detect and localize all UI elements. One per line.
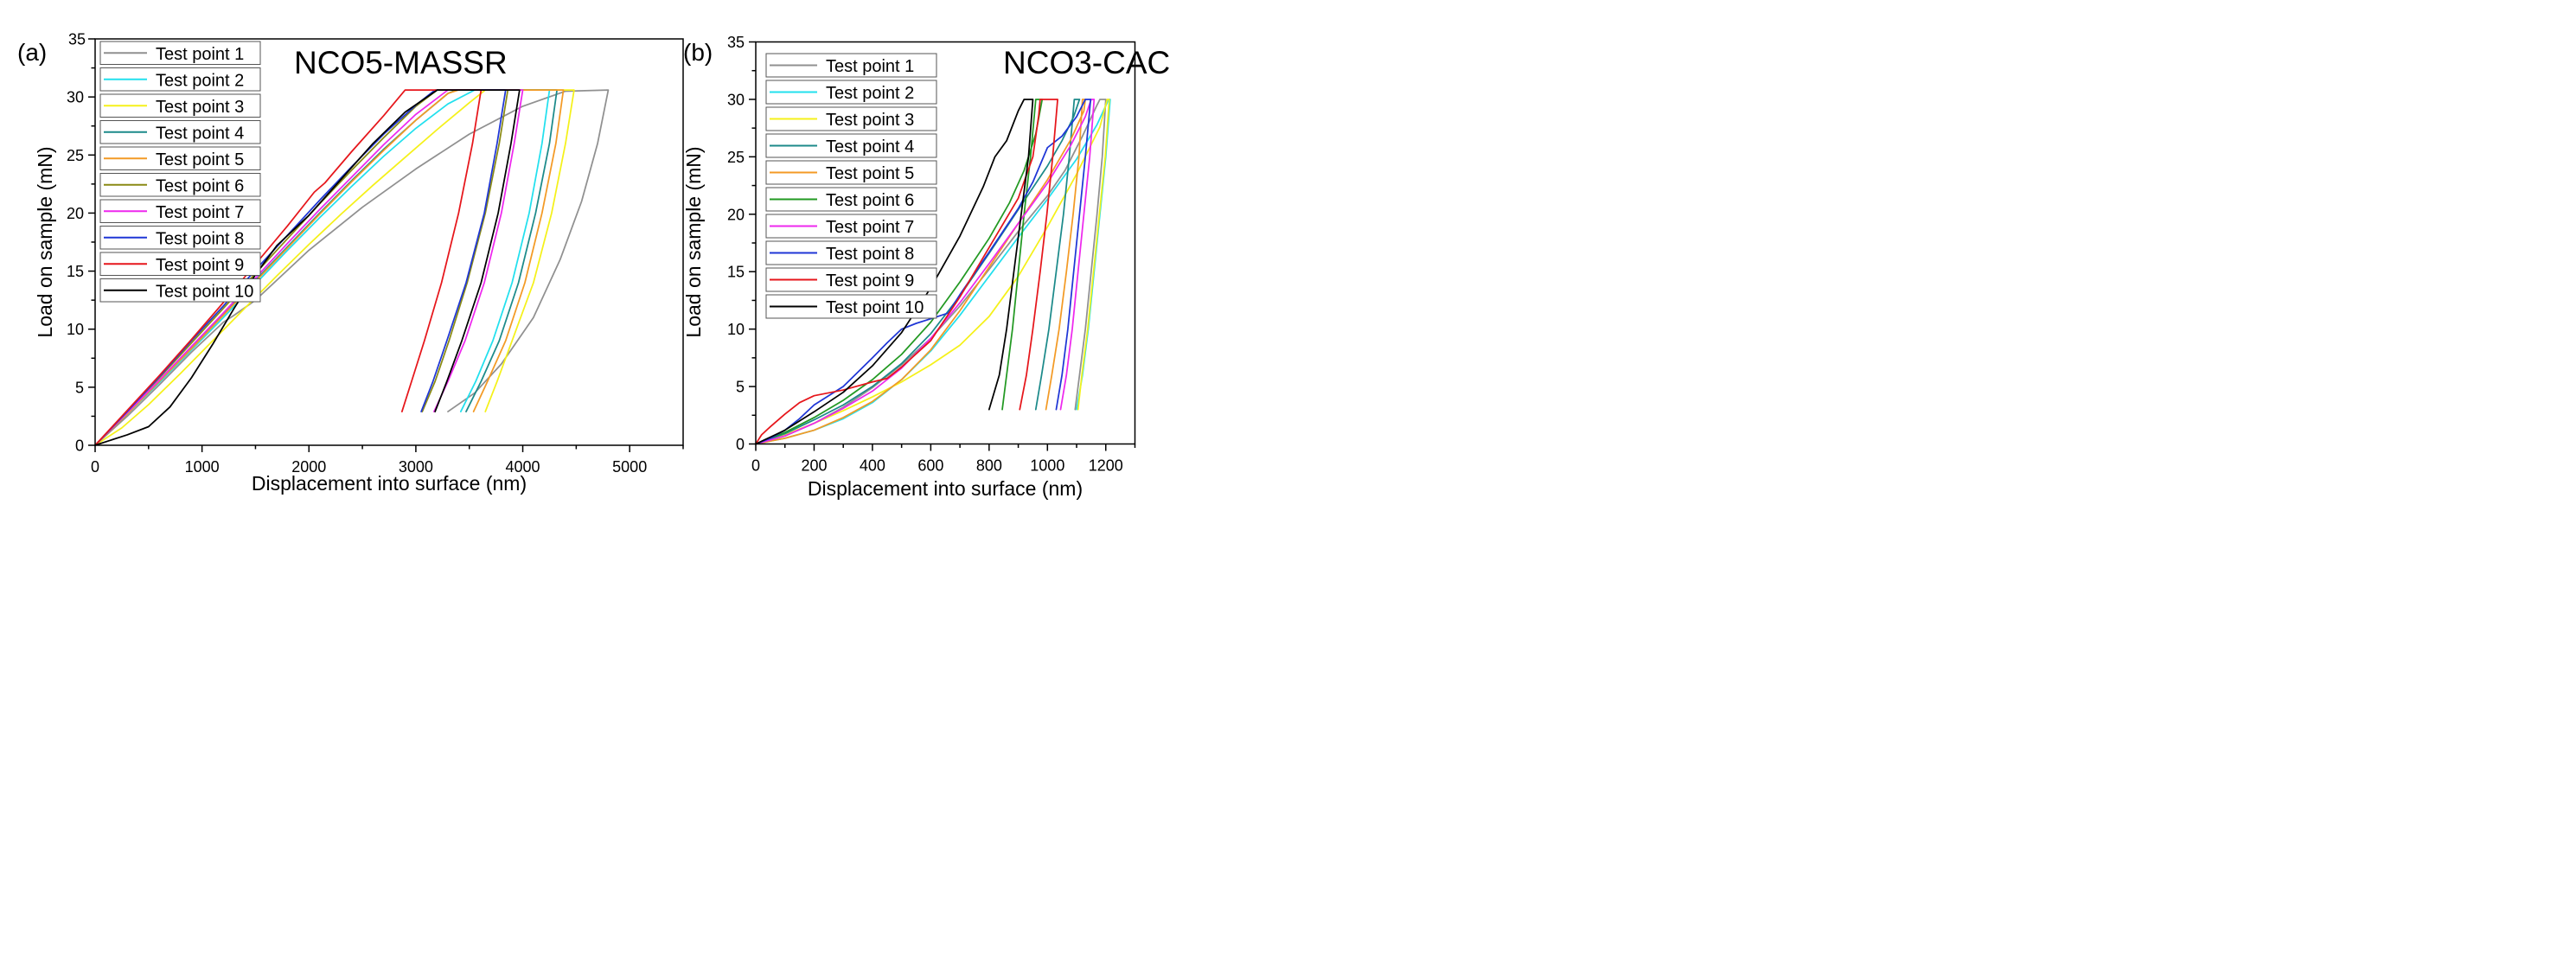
panel-a-series-line-7 bbox=[94, 89, 524, 446]
panel-a-series-line-9 bbox=[94, 89, 483, 446]
panel-a-x-tick-label-1: 1000 bbox=[185, 458, 220, 476]
panel-a-y-tick-label-0: 0 bbox=[75, 437, 84, 455]
panel-a-label: (a) bbox=[17, 39, 47, 66]
panel-b-legend-label-5: Test point 5 bbox=[826, 164, 914, 183]
panel-a-legend-label-4: Test point 4 bbox=[156, 124, 244, 143]
panel-b-x-axis-label: Displacement into surface (nm) bbox=[808, 477, 1083, 500]
panel-a-legend-label-10: Test point 10 bbox=[156, 282, 253, 301]
panel-a-x-tick-label-3: 3000 bbox=[399, 458, 433, 476]
panel-b-x-tick-label-5: 1000 bbox=[1030, 457, 1064, 475]
panel-b-y-tick-label-2: 10 bbox=[727, 321, 745, 338]
panel-b-x-tick-label-2: 400 bbox=[860, 457, 885, 475]
panel-a-legend-label-1: Test point 1 bbox=[156, 45, 244, 64]
panel-b-series-line-3 bbox=[755, 99, 1110, 445]
panel-b-legend-label-9: Test point 9 bbox=[826, 271, 914, 291]
panel-a-y-tick-label-5: 25 bbox=[67, 147, 84, 164]
panel-b-x-tick-label-4: 800 bbox=[976, 457, 1002, 475]
panel-b-legend-label-4: Test point 4 bbox=[826, 137, 914, 156]
panel-a-x-tick-label-0: 0 bbox=[91, 458, 99, 476]
panel-b-x-tick-label-0: 0 bbox=[751, 457, 760, 475]
panel-b-series-line-6 bbox=[755, 99, 1044, 445]
panel-b-y-axis-label: Load on sample (mN) bbox=[682, 146, 705, 337]
panel-a-series-line-6 bbox=[94, 89, 509, 446]
panel-b-series-line-8 bbox=[755, 99, 1092, 445]
panel-b-ticks: 0 200 400 600 800 1000 1200 0 5 10 15 20 25 30 35 bbox=[727, 34, 1136, 475]
panel-a-legend-label-6: Test point 6 bbox=[156, 176, 244, 195]
panel-a-series-line-2 bbox=[94, 89, 551, 446]
panel-b-y-tick-label-3: 15 bbox=[727, 264, 745, 281]
panel-a-x-tick-label-4: 4000 bbox=[506, 458, 540, 476]
panel-b-x-tick-label-1: 200 bbox=[801, 457, 827, 475]
panel-b-x-tick-label-3: 600 bbox=[917, 457, 943, 475]
panel-a-series-line-3 bbox=[94, 89, 575, 446]
panel-a-y-tick-label-2: 10 bbox=[67, 321, 84, 338]
panel-b-series-line-4 bbox=[755, 99, 1081, 445]
panel-b-y-tick-label-6: 30 bbox=[727, 91, 745, 108]
panel-b-title: NCO3-CAC bbox=[1003, 45, 1170, 80]
panel-b-y-tick-label-0: 0 bbox=[736, 436, 745, 453]
panel-a-y-tick-label-3: 15 bbox=[67, 263, 84, 280]
panel-a-x-tick-label-2: 2000 bbox=[291, 458, 326, 476]
panel-b-series-line-10 bbox=[755, 99, 1034, 445]
panel-a-legend-label-7: Test point 7 bbox=[156, 203, 244, 222]
panel-b-y-tick-label-1: 5 bbox=[736, 379, 745, 396]
panel-a-legend-label-5: Test point 5 bbox=[156, 150, 244, 169]
panel-b-legend-label-6: Test point 6 bbox=[826, 191, 914, 210]
panel-a-title: NCO5-MASSR bbox=[294, 45, 508, 80]
panel-a-series-line-5 bbox=[94, 89, 565, 446]
panel-a-ticks: 0 1000 2000 3000 4000 5000 0 5 10 15 20 25 30 35 bbox=[67, 31, 684, 476]
chart-panel-a: (a) 0 1000 2000 3000 4000 500005101520253035 … bbox=[17, 31, 684, 495]
panel-a-series-line-10 bbox=[94, 89, 521, 446]
panel-a-legend-label-2: Test point 2 bbox=[156, 71, 244, 90]
panel-b-series-line-5 bbox=[755, 99, 1087, 445]
panel-b-series-line-1 bbox=[755, 99, 1107, 445]
panel-b-series-line-7 bbox=[755, 99, 1096, 445]
panel-a-x-axis-label: Displacement into surface (nm) bbox=[252, 472, 527, 495]
panel-b-legend-label-7: Test point 7 bbox=[826, 218, 914, 237]
panel-b-y-tick-label-4: 20 bbox=[727, 206, 745, 223]
panel-b-x-tick-label-6: 1200 bbox=[1089, 457, 1123, 475]
panel-b-legend-label-10: Test point 10 bbox=[826, 298, 924, 317]
panel-a-y-tick-label-6: 30 bbox=[67, 89, 84, 106]
panel-a-legend-label-9: Test point 9 bbox=[156, 256, 244, 275]
panel-b-series-line-9 bbox=[755, 99, 1058, 445]
panel-a-y-axis-label: Load on sample (mN) bbox=[34, 146, 56, 337]
panel-a-y-tick-label-4: 20 bbox=[67, 205, 84, 222]
panel-b-label: (b) bbox=[683, 39, 713, 66]
panel-a-series-layer bbox=[94, 89, 610, 446]
panel-a-x-tick-label-5: 5000 bbox=[612, 458, 647, 476]
chart-panel-b: (b) 0 200 400 600 800 1000 120005101520253035 … bbox=[682, 34, 1170, 500]
panel-a-legend-label-3: Test point 3 bbox=[156, 98, 244, 117]
panel-b-legend-label-2: Test point 2 bbox=[826, 84, 914, 103]
panel-b-legend-label-8: Test point 8 bbox=[826, 245, 914, 264]
panel-b-legend-label-1: Test point 1 bbox=[826, 57, 914, 76]
panel-a-legend-label-8: Test point 8 bbox=[156, 229, 244, 248]
panel-a-legend: Test point 1 Test point 2 Test point 3 Test… bbox=[99, 41, 261, 303]
panel-b-y-tick-label-5: 25 bbox=[727, 149, 745, 166]
panel-a-y-tick-label-7: 35 bbox=[68, 31, 86, 48]
panel-a-series-line-1 bbox=[94, 89, 610, 446]
panel-a-series-line-8 bbox=[94, 89, 507, 446]
panel-a-y-tick-label-1: 5 bbox=[75, 379, 84, 396]
panel-b-y-tick-label-7: 35 bbox=[727, 34, 745, 51]
panel-b-legend: Test point 1 Test point 2 Test point 3 Test… bbox=[765, 53, 937, 319]
panel-b-legend-label-3: Test point 3 bbox=[826, 111, 914, 130]
panel-b-series-layer bbox=[755, 99, 1111, 445]
